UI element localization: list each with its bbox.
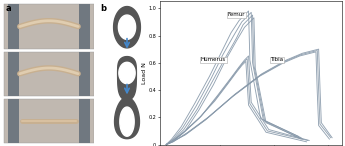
Bar	[79, 52, 90, 96]
Bar	[4, 4, 93, 49]
Bar	[8, 99, 19, 143]
FancyBboxPatch shape	[4, 99, 93, 143]
Text: Humerus: Humerus	[201, 57, 226, 62]
FancyBboxPatch shape	[4, 4, 93, 49]
Bar	[4, 52, 93, 96]
Bar	[4, 99, 93, 143]
Polygon shape	[120, 107, 134, 136]
Text: a: a	[5, 4, 11, 13]
Polygon shape	[118, 57, 136, 100]
Bar	[8, 4, 19, 49]
Bar	[8, 52, 19, 96]
Y-axis label: Load N: Load N	[142, 62, 147, 84]
Polygon shape	[114, 7, 140, 48]
Polygon shape	[115, 97, 139, 139]
FancyBboxPatch shape	[4, 52, 93, 96]
Polygon shape	[118, 15, 136, 39]
Bar	[79, 4, 90, 49]
Text: Femur: Femur	[228, 12, 245, 17]
Text: Tibia: Tibia	[270, 57, 283, 62]
Bar	[79, 99, 90, 143]
Polygon shape	[119, 62, 135, 84]
Text: b: b	[100, 4, 106, 13]
